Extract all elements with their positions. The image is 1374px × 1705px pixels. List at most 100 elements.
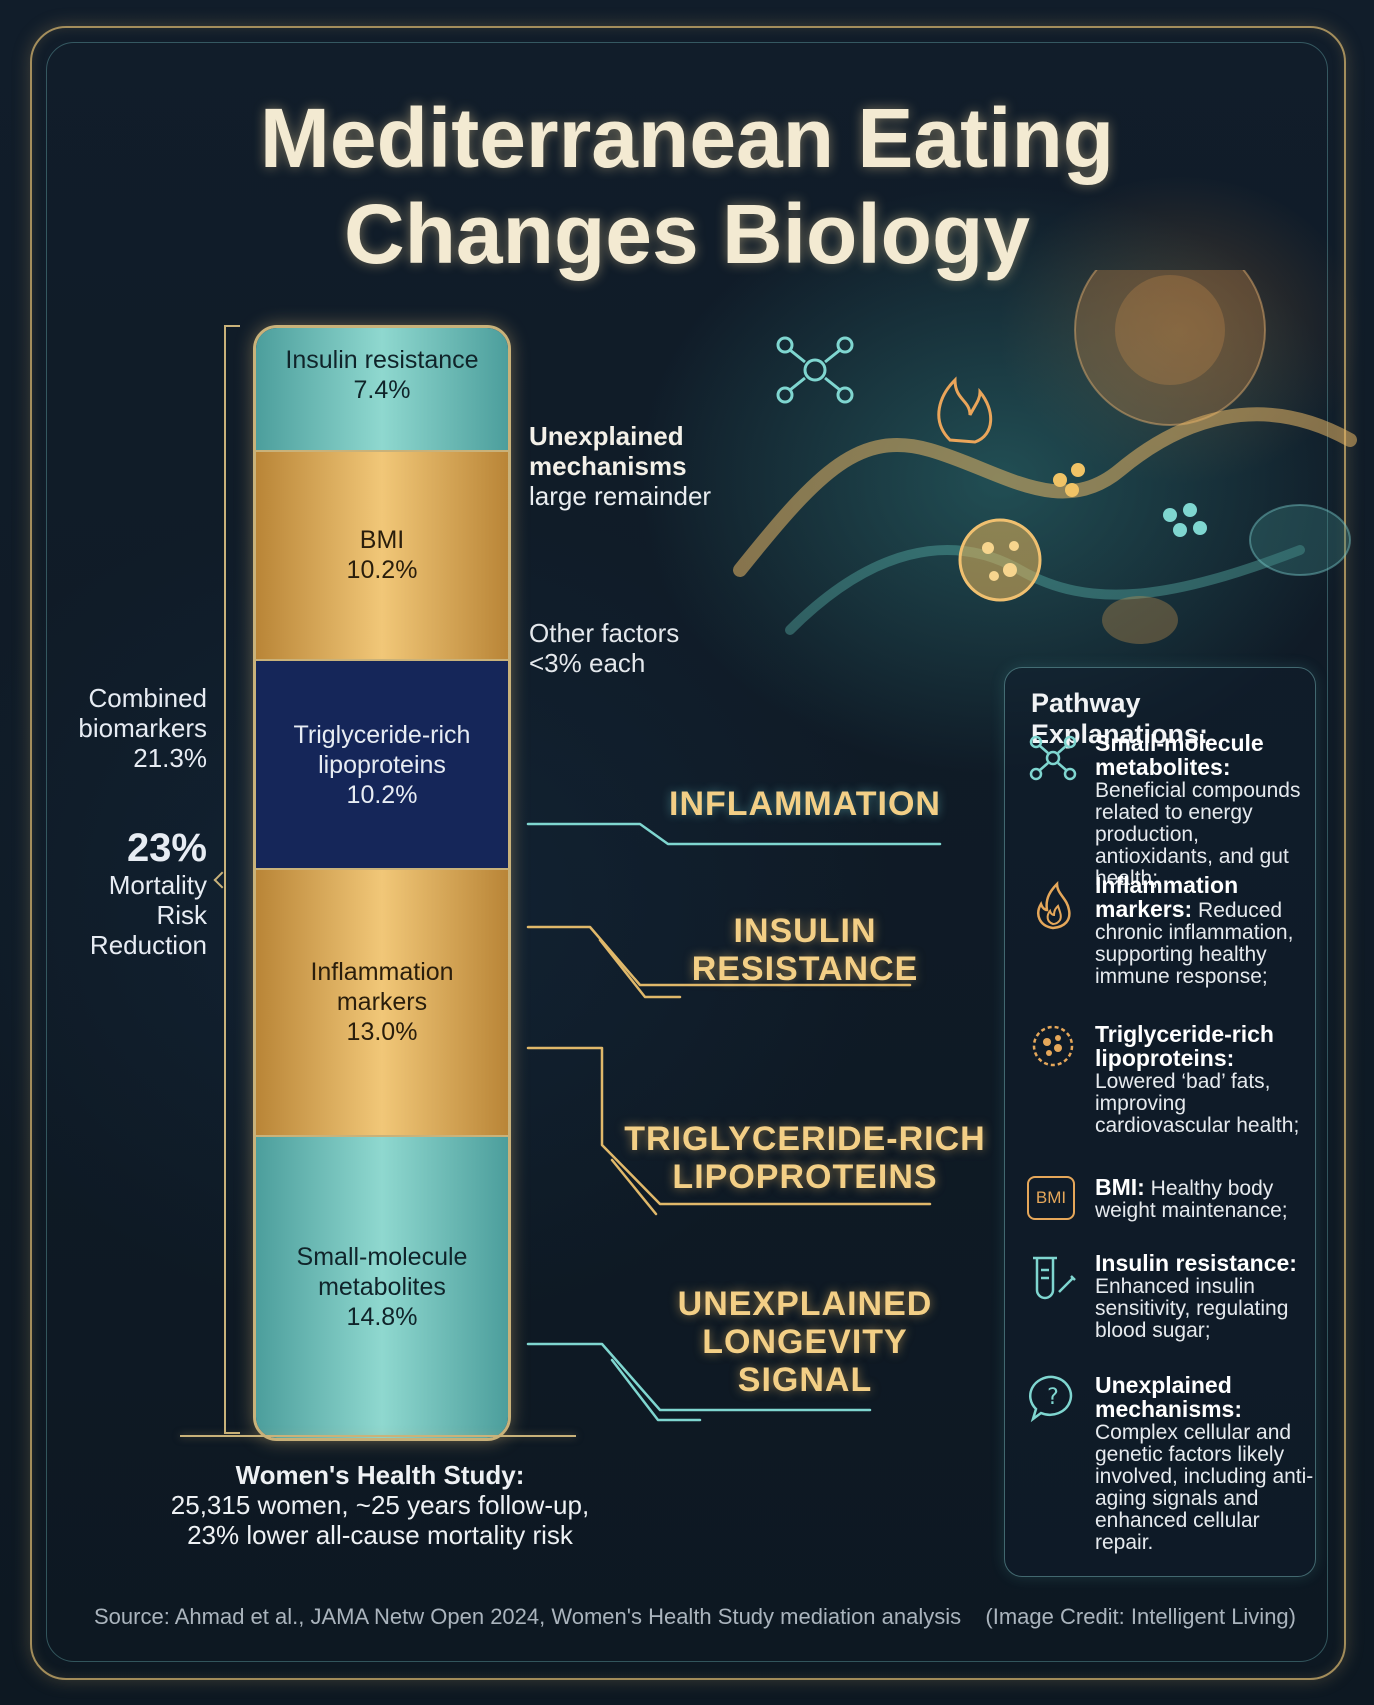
pathway-item-bmi: BMI: Healthy body weight maintenance; [1095,1176,1317,1222]
lipoprotein-icon [1032,1025,1074,1067]
connector-unexplained-shadow [610,1358,702,1422]
segment-label: Triglyceride-rich [293,720,471,749]
molecule-icon [1029,735,1077,781]
segment-label: Small-molecule [296,1243,468,1272]
segment-value: 14.8% [346,1303,418,1332]
segment-label: lipoproteins [318,750,446,779]
connector-triglyceride [526,1046,932,1206]
segment-insulin-resistance: Insulin resistance 7.4% [256,328,508,450]
test-tube-icon [1033,1256,1076,1300]
pathway-text: Beneficial compounds related to energy p… [1095,779,1301,890]
study-heading: Women's Health Study: [235,1460,525,1490]
segment-small-molecule-metabolites: Small-molecule metabolites 14.8% [256,1134,508,1438]
source-note: Source: Ahmad et al., JAMA Netw Open 202… [94,1604,962,1629]
other-factors-line: <3% each [529,648,646,678]
callout-line: LIPOPROTEINS [672,1158,938,1196]
unexplained-detail: large remainder [529,481,712,511]
connector-inflammation [526,822,942,846]
total-bracket [224,325,240,1434]
segment-value: 13.0% [346,1018,418,1047]
combined-biomarkers-label: Combined biomarkers 21.3% [78,683,207,773]
dots-deco [1053,463,1085,497]
callout-insulin-resistance: INSULIN RESISTANCE [620,912,990,988]
flame-deco-icon [937,376,993,444]
connector-insulin-shadow [598,938,682,999]
flame-icon [1037,880,1071,930]
segment-label: markers [336,988,428,1017]
callout-line: UNEXPLAINED [677,1285,933,1323]
study-line: 23% lower all-cause mortality risk [187,1520,573,1550]
pathway-head: Small-molecule metabolites: [1095,730,1264,780]
segment-value: 10.2% [346,780,418,809]
pathway-text: Complex cellular and genetic factors lik… [1095,1421,1314,1554]
image-credit: (Image Credit: Intelligent Living) [985,1604,1296,1629]
pathway-item-unexplained: Unexplained mechanisms: Complex cellular… [1095,1374,1317,1554]
title-line-1: Mediterranean Eating [259,91,1115,185]
combined-line: biomarkers [78,713,207,743]
pathway-head: Unexplained mechanisms: [1095,1372,1243,1422]
segment-label: Inflammation [310,958,454,987]
pathway-head: BMI: [1095,1174,1145,1200]
connector-triglyceride-shadow [610,1158,658,1216]
inner-frame [46,42,1328,1662]
segment-value: 7.4% [353,376,411,405]
stacked-bar: Insulin resistance 7.4% BMI 10.2% Trigly… [253,325,511,1441]
outer-frame [30,26,1346,1680]
pathway-head: Triglyceride-rich lipoproteins: [1095,1021,1274,1071]
study-line: 25,315 women, ~25 years follow-up, [170,1490,590,1520]
pathway-item-inflammation: Inflammation markers: Reduced chronic in… [1095,874,1317,988]
svg-text:?: ? [1047,1385,1059,1410]
callout-line: INFLAMMATION [669,785,941,823]
cell-illustration [733,270,1357,644]
pathway-text: Healthy body weight maintenance; [1095,1177,1288,1222]
segment-inflammation-markers: Inflammation markers 13.0% [256,868,508,1135]
pathway-text: Lowered ‘bad’ fats, improving cardiovasc… [1095,1070,1300,1137]
combined-value: 21.3% [133,743,207,773]
bmi-icon: BMI [1027,1176,1075,1220]
mortality-value: 23% [126,826,207,870]
pathway-item-triglyceride: Triglyceride-rich lipoproteins: Lowered … [1095,1023,1317,1137]
pathway-text: Enhanced insulin sensitivity, regulating… [1095,1275,1289,1342]
unexplained-note: Unexplained mechanisms large remainder [529,421,711,511]
mortality-line: Reduction [89,930,207,960]
panel-title: Pathway Explanations: [1031,688,1209,749]
segment-bmi: BMI 10.2% [256,449,508,659]
question-bubble-icon: ? [1029,1375,1073,1423]
callout-line: LONGEVITY [702,1323,908,1361]
segment-label: BMI [359,526,405,555]
connector-insulin [526,925,912,987]
lipoprotein-deco-icon [958,518,1042,602]
other-factors-note: Other factors <3% each [529,618,679,678]
unexplained-heading: Unexplained [529,421,684,451]
baseline [180,1435,576,1437]
segment-label: metabolites [318,1273,446,1302]
combined-line: Combined [88,683,207,713]
mortality-line: Risk [156,900,207,930]
pathway-item-insulin: Insulin resistance: Enhanced insulin sen… [1095,1252,1317,1342]
connector-unexplained [526,1342,872,1412]
segment-value: 10.2% [346,556,418,585]
pathway-head: Insulin resistance: [1095,1250,1297,1276]
pathway-head: Inflammation markers: [1095,872,1239,922]
mortality-reduction-label: 23% Mortality Risk Reduction [90,826,207,960]
other-factors-line: Other factors [529,618,680,648]
callout-line: RESISTANCE [691,950,919,988]
unexplained-heading: mechanisms [529,451,687,481]
callout-line: SIGNAL [737,1361,873,1399]
callout-triglyceride-rich-lipoproteins: TRIGLYCERIDE-RICH LIPOPROTEINS [610,1120,1000,1196]
callout-unexplained-longevity-signal: UNEXPLAINED LONGEVITY SIGNAL [620,1285,990,1399]
callout-inflammation: INFLAMMATION [620,785,990,823]
mortality-line: Mortality [108,870,207,900]
study-caption: Women's Health Study: 25,315 women, ~25 … [160,1460,600,1550]
segment-triglyceride-rich-lipoproteins: Triglyceride-rich lipoproteins 10.2% [256,659,508,869]
title-line-2: Changes Biology [343,187,1031,281]
callout-line: TRIGLYCERIDE-RICH [624,1120,986,1158]
pathway-text: Reduced chronic inflammation, supporting… [1095,899,1294,988]
callout-line: INSULIN [733,912,877,950]
pathway-item-small-molecule: Small-molecule metabolites: Beneficial c… [1095,732,1317,890]
segment-label: Insulin resistance [285,346,479,375]
molecule-deco-icon [776,336,854,404]
dots-deco-2 [1163,503,1207,537]
pathway-panel: Pathway Explanations: Small-molecule met… [1004,667,1316,1577]
